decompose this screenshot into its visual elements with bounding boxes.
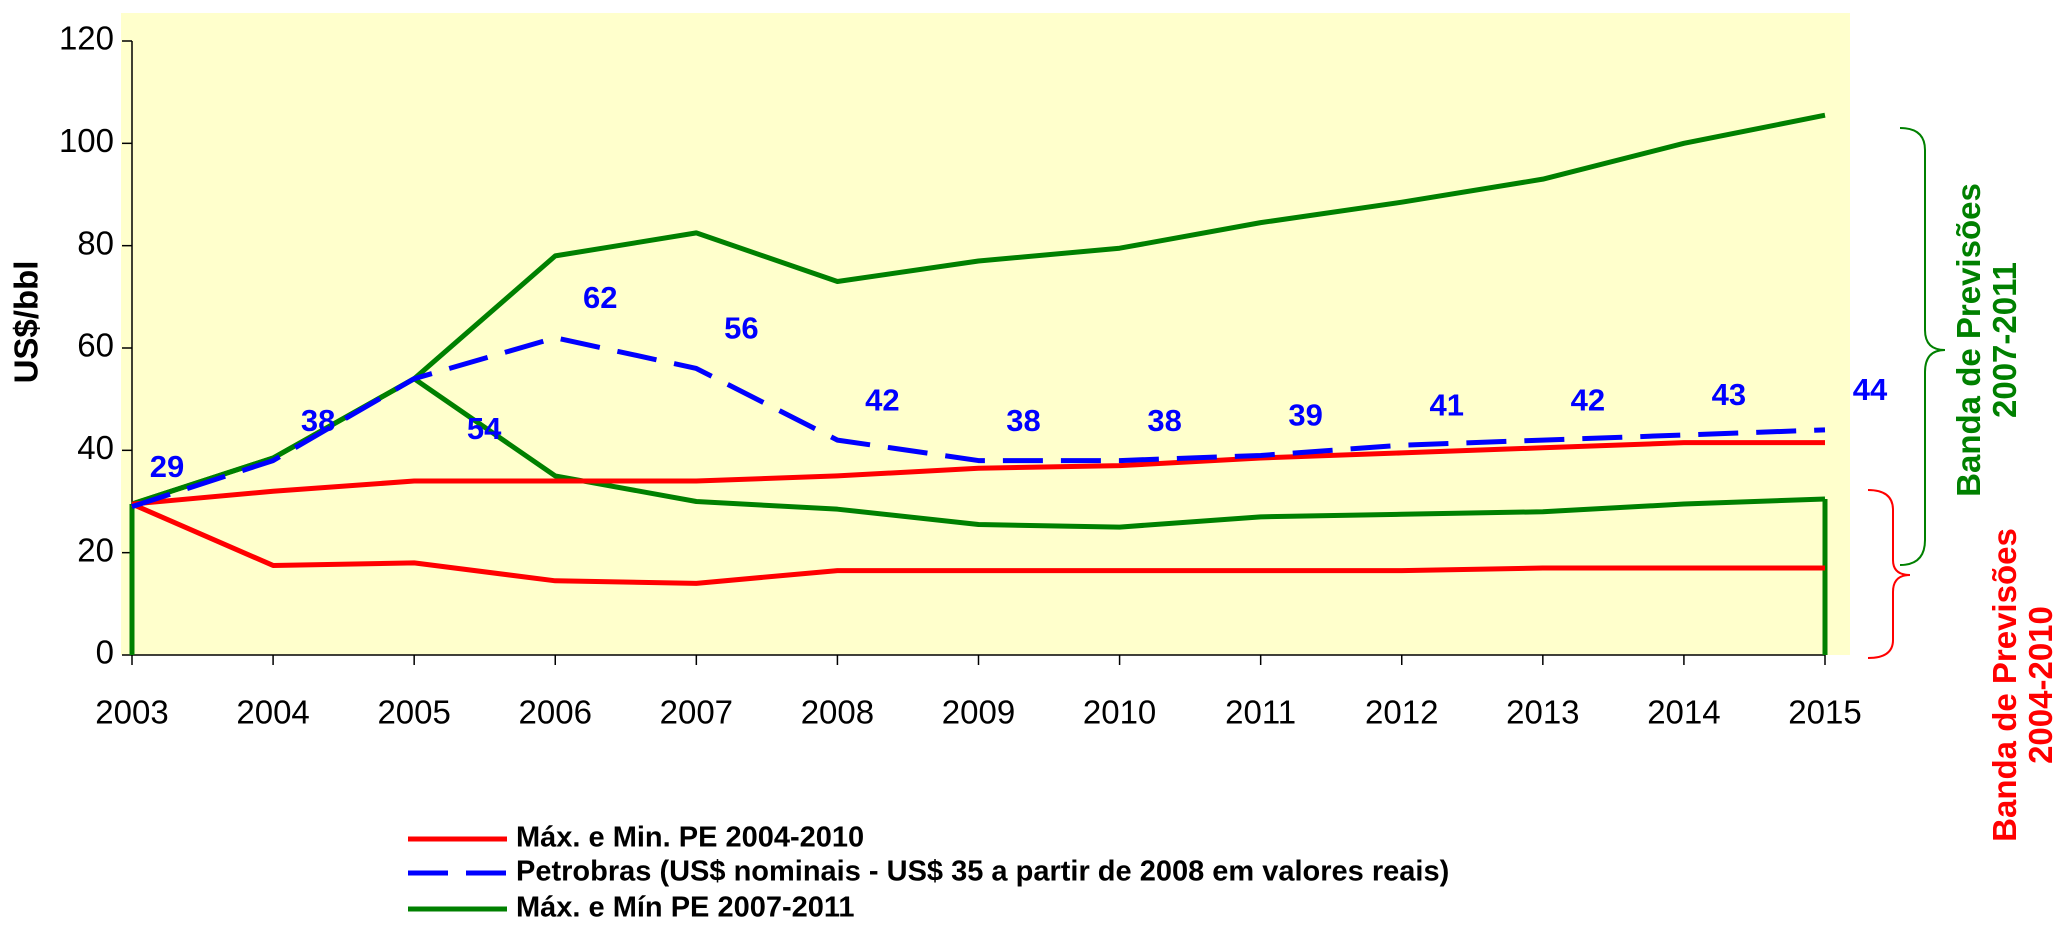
x-tick-label: 2008 xyxy=(801,694,874,731)
series-line xyxy=(131,501,1825,586)
x-tick-label: 2015 xyxy=(1788,694,1861,731)
x-tick-label: 2013 xyxy=(1506,694,1579,731)
data-label: 41 xyxy=(1430,387,1464,422)
y-tick-label: 80 xyxy=(77,224,114,261)
data-label: 42 xyxy=(1571,382,1605,417)
plot-background xyxy=(121,13,1850,655)
data-label: 62 xyxy=(583,280,617,315)
brace xyxy=(1899,127,1946,566)
annotation-line: Banda de Previsões xyxy=(1986,528,2023,842)
y-tick-label: 40 xyxy=(77,429,114,466)
series-line xyxy=(131,440,1825,507)
x-tick-label: 2004 xyxy=(236,694,309,731)
data-label: 56 xyxy=(724,311,758,346)
legend-label: Petrobras (US$ nominais - US$ 35 a parti… xyxy=(516,856,1449,888)
x-tick-label: 2003 xyxy=(95,694,168,731)
data-label: 42 xyxy=(865,382,899,417)
x-tick-label: 2010 xyxy=(1083,694,1156,731)
data-label: 44 xyxy=(1853,372,1888,407)
annotation-line: 2007-2011 xyxy=(1986,262,2023,418)
x-tick-label: 2014 xyxy=(1647,694,1720,731)
x-tick-label: 2012 xyxy=(1365,694,1438,731)
data-label: 38 xyxy=(1006,403,1040,438)
x-tick-label: 2007 xyxy=(660,694,733,731)
legend-label: Máx. e Mín PE 2007-2011 xyxy=(516,892,855,924)
annotation-line: 2004-2010 xyxy=(2022,606,2059,764)
x-tick-label: 2011 xyxy=(1225,694,1296,731)
data-label: 38 xyxy=(1147,403,1181,438)
annotation: Banda de Previsões2004-2010 xyxy=(1986,528,2059,842)
brace xyxy=(1867,489,1911,659)
annotation: Banda de Previsões2007-2011 xyxy=(1950,183,2023,497)
data-label: 43 xyxy=(1712,377,1746,412)
data-label: 38 xyxy=(301,403,335,438)
y-tick-label: 0 xyxy=(96,634,114,671)
legend-label: Máx. e Min. PE 2004-2010 xyxy=(516,822,864,854)
y-tick-label: 100 xyxy=(59,122,114,159)
x-tick-label: 2009 xyxy=(942,694,1015,731)
data-label: 29 xyxy=(150,449,184,484)
y-tick-label: 120 xyxy=(59,20,114,57)
y-tick-label: 20 xyxy=(77,531,114,568)
series-line xyxy=(131,335,1826,509)
data-label: 39 xyxy=(1288,398,1322,433)
x-tick-label: 2006 xyxy=(519,694,592,731)
y-tick-label: 60 xyxy=(77,327,114,364)
y-axis-title: US$/bbl xyxy=(8,261,45,384)
x-tick-label: 2005 xyxy=(377,694,450,731)
annotation-line: Banda de Previsões xyxy=(1950,183,1987,497)
data-label: 54 xyxy=(467,411,502,446)
